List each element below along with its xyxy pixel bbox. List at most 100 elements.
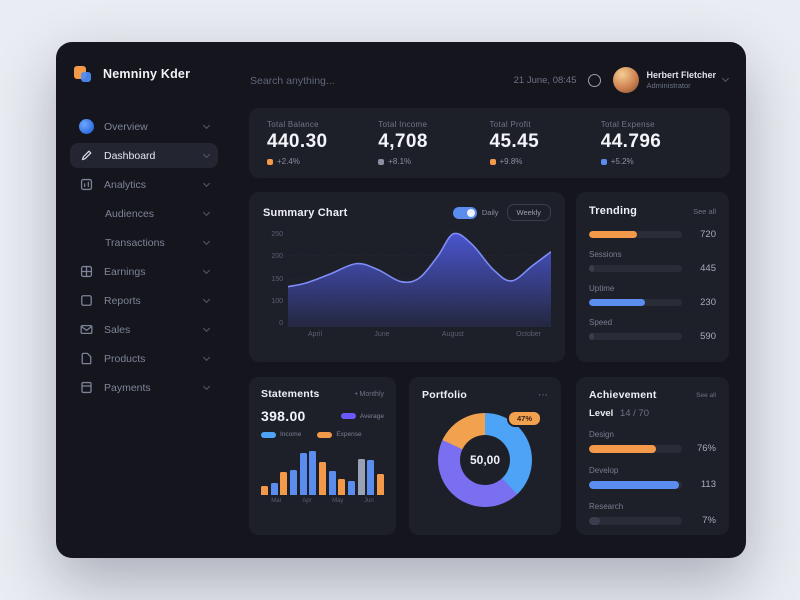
stat-total-income: Total Income 4,708 +8.1%: [378, 120, 489, 166]
sidebar-item-audiences[interactable]: Audiences: [70, 201, 218, 226]
sidebar-item-sales[interactable]: Sales: [70, 317, 218, 342]
y-tick-label: 0: [279, 320, 283, 327]
sidebar-item-label: Reports: [104, 294, 141, 307]
trending-card-header: Trending See all: [589, 205, 716, 217]
sidebar-item-payments[interactable]: Payments: [70, 375, 218, 400]
chevron-down-icon: [721, 74, 730, 83]
progress-line: 720: [589, 229, 716, 240]
delta-dot-icon: [378, 158, 385, 165]
delta-dot-icon: [600, 158, 607, 165]
statements-card-header: Statements • Monthly: [261, 388, 384, 400]
statements-legend: Income Expense: [261, 431, 384, 438]
legend-label: Income: [280, 431, 302, 438]
kebab-menu-icon[interactable]: ⋯: [538, 389, 548, 401]
search-field[interactable]: [250, 71, 420, 89]
user-name: Herbert Fletcher: [646, 69, 716, 80]
stat-value: 4,708: [378, 131, 428, 152]
progress-track: [589, 480, 682, 489]
progress-value: 445: [700, 263, 716, 274]
progress-item: 720: [589, 229, 716, 240]
progress-line: 445: [589, 263, 716, 274]
square-icon: [79, 293, 94, 308]
summary-card-title: Summary Chart: [263, 206, 348, 219]
portfolio-card-header: Portfolio ⋯: [422, 389, 548, 401]
x-tick-label: May: [332, 498, 344, 504]
legend-swatch-icon: [317, 431, 333, 438]
stat-value: 44.796: [600, 131, 662, 152]
chevron-down-icon: [202, 208, 211, 216]
trending-card-action[interactable]: See all: [693, 206, 716, 216]
sidebar-item-products[interactable]: Products: [70, 346, 218, 371]
sidebar-item-analytics[interactable]: Analytics: [70, 172, 218, 197]
daily-toggle[interactable]: Daily: [452, 206, 499, 219]
sidebar-item-reports[interactable]: Reports: [70, 288, 218, 313]
sidebar-item-label: Products: [104, 352, 146, 365]
sidebar-item-transactions[interactable]: Transactions: [70, 230, 218, 255]
stats-card: Total Balance 440.30 +2.4% Total Income 4,70…: [249, 108, 730, 178]
progress-item: Sessions 445: [589, 250, 716, 274]
progress-line: 113: [589, 479, 716, 490]
legend-item-average: Average: [340, 412, 384, 420]
sidebar-item-label: Analytics: [104, 178, 147, 191]
search-input[interactable]: [250, 75, 420, 87]
chevron-down-icon: [202, 237, 211, 245]
achievement-subtitle-bold: Level: [589, 408, 614, 419]
achievement-subtitle: Level 14 / 70: [589, 408, 716, 419]
statements-card-title: Statements: [261, 388, 320, 400]
stat-delta: +5.2%: [600, 157, 712, 166]
sidebar-item-label: Dashboard: [104, 149, 156, 162]
progress-item: Speed 590: [589, 318, 716, 342]
file-icon: [79, 351, 94, 366]
bar: [309, 450, 317, 495]
progress-track: [589, 231, 682, 238]
stat-label: Total Profit: [489, 120, 531, 129]
toggle-switch-icon: [452, 206, 477, 219]
sidebar-item-label: Payments: [104, 381, 151, 394]
card-icon: [79, 380, 94, 395]
bar: [280, 471, 288, 495]
chevron-down-icon: [202, 382, 211, 390]
progress-item: Uptime 230: [589, 284, 716, 308]
progress-item: Design 76%: [589, 430, 716, 454]
x-tick-label: June: [374, 331, 390, 338]
legend-label: Average: [359, 412, 384, 420]
statements-bar-x-axis: Mar Apr May Jun: [261, 498, 384, 504]
summary-controls: Daily Weekly: [452, 204, 551, 221]
portfolio-card: Portfolio ⋯ 50,00 47%: [409, 377, 561, 535]
x-tick-label: Apr: [302, 498, 312, 504]
x-tick-label: April: [308, 331, 323, 338]
weekly-button[interactable]: Weekly: [506, 204, 551, 221]
delta-dot-icon: [489, 158, 496, 165]
user-meta: Herbert Fletcher Administrator: [646, 70, 716, 91]
header-right: 21 June, 08:45 Herbert Fletcher Administ…: [514, 67, 730, 93]
achievement-subtitle-rest: 14 / 70: [619, 408, 649, 419]
progress-track: [589, 516, 682, 525]
statements-card-action[interactable]: • Monthly: [355, 390, 384, 398]
stat-value: 45.45: [489, 131, 540, 152]
donut-chart: 50,00 47%: [422, 410, 548, 507]
top-bar: 21 June, 08:45 Herbert Fletcher Administ…: [250, 62, 730, 98]
moon-icon[interactable]: [588, 73, 602, 87]
legend-item-expense: Expense: [317, 431, 362, 438]
progress-line: 590: [589, 331, 716, 342]
bar: [367, 460, 375, 495]
progress-value: 7%: [702, 515, 716, 526]
stat-total-balance: Total Balance 440.30 +2.4%: [267, 120, 378, 166]
chart-icon: [79, 177, 94, 192]
y-tick-label: 200: [271, 253, 283, 261]
avatar: [613, 67, 640, 93]
user-menu[interactable]: Herbert Fletcher Administrator: [613, 67, 730, 93]
x-tick-label: October: [516, 331, 541, 338]
sidebar-item-dashboard[interactable]: Dashboard: [70, 143, 218, 168]
donut-badge: 47%: [506, 410, 542, 427]
x-tick-label: Mar: [271, 498, 282, 504]
achievement-card-action[interactable]: See all: [696, 391, 716, 399]
progress-track: [589, 299, 682, 306]
progress-value: 590: [700, 331, 716, 342]
sidebar-nav: Overview Dashboard Analytics Audiences Trans…: [70, 114, 218, 400]
trending-progress-list: 720 Sessions 445 Uptime 230 Speed 590: [589, 229, 716, 342]
bar: [261, 486, 269, 495]
sidebar-item-overview[interactable]: Overview: [70, 114, 218, 139]
sidebar-item-earnings[interactable]: Earnings: [70, 259, 218, 284]
